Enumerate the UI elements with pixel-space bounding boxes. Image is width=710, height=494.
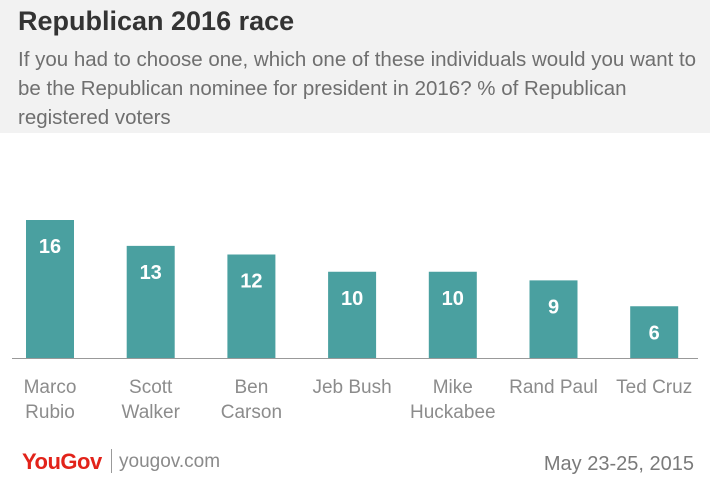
bar-value-label: 6 xyxy=(649,322,660,344)
bar xyxy=(126,245,175,358)
category-label: Huckabee xyxy=(410,402,496,423)
bar-chart: 16 Marco Rubio 13 Scott Walker 12 Ben Carson 10 Je… xyxy=(12,220,698,423)
category-label: Ted Cruz xyxy=(616,377,692,398)
category-label: Ben xyxy=(234,377,268,398)
bar xyxy=(26,220,74,358)
category-label: Jeb Bush xyxy=(312,377,391,398)
category-label: Rand Paul xyxy=(509,377,598,398)
survey-date: May 23-25, 2015 xyxy=(543,453,694,475)
bar xyxy=(227,254,276,358)
bar-value-label: 12 xyxy=(240,271,262,293)
header-panel: Republican 2016 race If you had to choos… xyxy=(0,0,710,133)
category-label: Rubio xyxy=(25,402,75,423)
bar xyxy=(428,271,477,358)
bar xyxy=(328,271,377,358)
chart-subtitle: If you had to choose one, which one of t… xyxy=(18,48,697,129)
bar-value-label: 10 xyxy=(341,288,363,310)
category-label: Marco xyxy=(24,377,77,398)
bar-value-label: 10 xyxy=(442,288,464,310)
bar-value-label: 16 xyxy=(39,236,61,258)
bar xyxy=(630,306,679,358)
footer-separator xyxy=(111,449,112,473)
category-label: Scott xyxy=(129,377,173,398)
footer-url[interactable]: yougov.com xyxy=(119,451,221,472)
category-label: Walker xyxy=(121,402,180,423)
category-label: Mike xyxy=(433,377,473,398)
bar xyxy=(529,280,578,358)
yougov-logo: YouGov xyxy=(22,449,102,474)
category-label: Carson xyxy=(221,402,282,423)
chart-title: Republican 2016 race xyxy=(18,6,295,36)
bar-value-label: 13 xyxy=(140,262,162,284)
bar-value-label: 9 xyxy=(548,296,559,318)
